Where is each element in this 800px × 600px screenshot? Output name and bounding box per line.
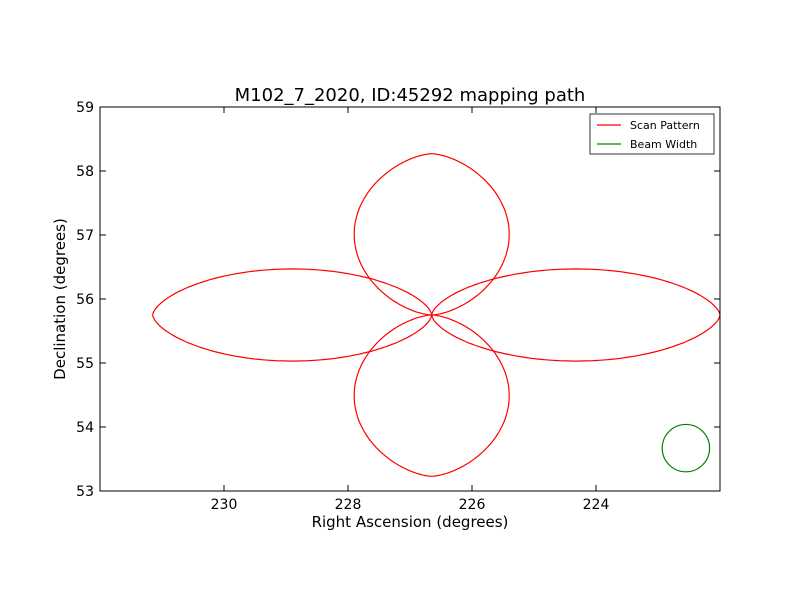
y-ticks: 53 54 55 56 57 58 59 <box>76 100 720 500</box>
y-tick-label: 54 <box>76 420 94 436</box>
scan-pattern-petal-up <box>353 153 510 316</box>
x-tick-label: 226 <box>459 497 486 513</box>
y-tick-label: 56 <box>76 292 94 308</box>
y-tick-label: 55 <box>76 356 94 372</box>
legend-box <box>589 113 715 155</box>
plot-area <box>100 107 720 491</box>
legend-label-beam-width: Beam Width <box>630 138 697 151</box>
beam-width-circle <box>661 423 711 473</box>
x-tick-label: 228 <box>335 497 362 513</box>
x-ticks: 230 228 226 224 <box>211 107 610 513</box>
x-tick-label: 230 <box>211 497 238 513</box>
y-tick-label: 59 <box>76 100 94 116</box>
y-tick-label: 58 <box>76 164 94 180</box>
y-tick-label: 57 <box>76 228 94 244</box>
x-axis-label: Right Ascension (degrees) <box>312 513 509 531</box>
data-layer <box>152 153 721 477</box>
chart-title: M102_7_2020, ID:45292 mapping path <box>235 85 586 106</box>
y-axis-label: Declination (degrees) <box>51 218 69 380</box>
legend-label-scan-pattern: Scan Pattern <box>630 119 700 132</box>
x-tick-label: 224 <box>583 497 610 513</box>
y-tick-label: 53 <box>76 484 94 500</box>
scan-pattern-petal-down <box>353 314 510 477</box>
legend: Scan Pattern Beam Width <box>589 113 715 155</box>
scan-pattern-petal-left <box>152 268 433 362</box>
